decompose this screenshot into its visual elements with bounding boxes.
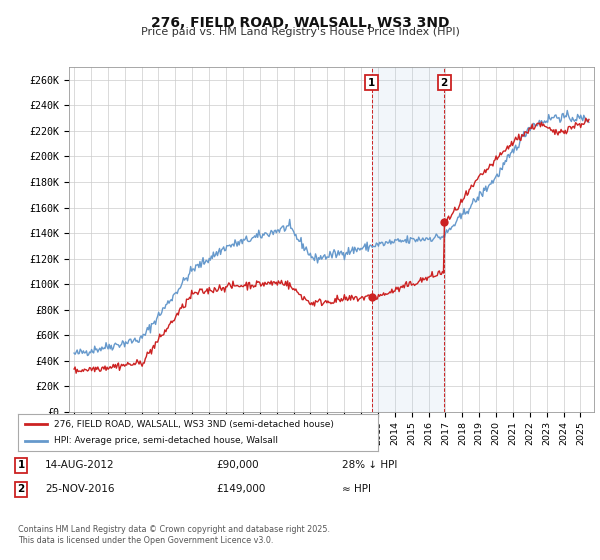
Text: ≈ HPI: ≈ HPI (342, 484, 371, 494)
Text: 28% ↓ HPI: 28% ↓ HPI (342, 460, 397, 470)
Text: 25-NOV-2016: 25-NOV-2016 (45, 484, 115, 494)
Text: 14-AUG-2012: 14-AUG-2012 (45, 460, 115, 470)
Text: 2: 2 (17, 484, 25, 494)
Text: 1: 1 (368, 77, 375, 87)
Text: Contains HM Land Registry data © Crown copyright and database right 2025.
This d: Contains HM Land Registry data © Crown c… (18, 525, 330, 545)
Bar (371, 67, 444, 412)
Text: 1: 1 (17, 460, 25, 470)
Text: £149,000: £149,000 (216, 484, 265, 494)
Text: 276, FIELD ROAD, WALSALL, WS3 3ND: 276, FIELD ROAD, WALSALL, WS3 3ND (151, 16, 449, 30)
Text: 276, FIELD ROAD, WALSALL, WS3 3ND (semi-detached house): 276, FIELD ROAD, WALSALL, WS3 3ND (semi-… (54, 420, 334, 429)
Text: 2: 2 (440, 77, 448, 87)
Text: HPI: Average price, semi-detached house, Walsall: HPI: Average price, semi-detached house,… (54, 436, 278, 445)
Text: £90,000: £90,000 (216, 460, 259, 470)
Text: Price paid vs. HM Land Registry's House Price Index (HPI): Price paid vs. HM Land Registry's House … (140, 27, 460, 37)
